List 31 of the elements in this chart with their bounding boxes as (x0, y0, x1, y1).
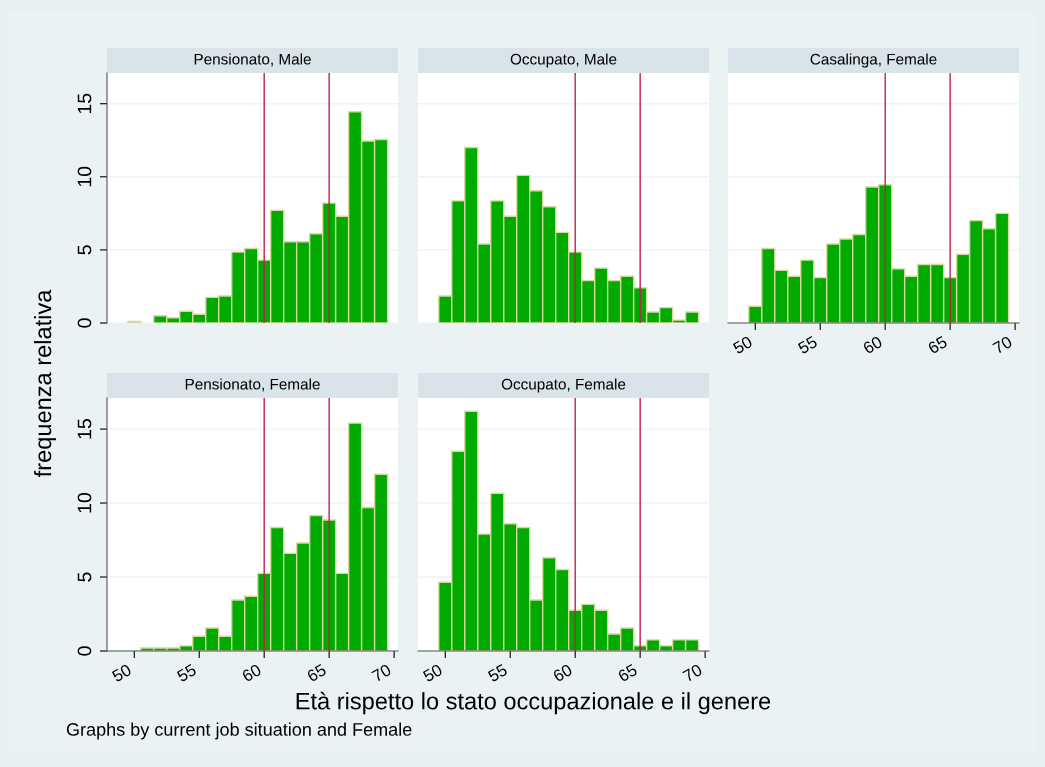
y-tick-label: 15 (77, 419, 92, 439)
y-tick-label: 5 (77, 572, 92, 582)
x-tick-label: 65 (306, 663, 327, 683)
y-axis-title: frequenza relativa (34, 289, 56, 477)
x-tick-label: 50 (732, 335, 754, 355)
chart-title: Pensionato, Male (194, 53, 311, 67)
text: Graphs by current job situation and Female (66, 722, 412, 740)
x-tick-label: 70 (992, 335, 1013, 355)
x-tick-label: 50 (422, 663, 444, 683)
x-axis-title: Età rispetto lo stato occupazionale e il genere (296, 691, 771, 715)
x-tick-label: 65 (927, 335, 948, 355)
x-tick-label: 70 (371, 663, 392, 683)
y-tick-label: 10 (77, 492, 92, 513)
x-tick-label: 70 (682, 663, 703, 683)
x-tick-label: 55 (487, 663, 508, 683)
x-tick-label: 60 (241, 663, 262, 683)
y-tick-label: 0 (77, 646, 92, 656)
chart-title: Occupato, Female (501, 378, 626, 393)
x-tick-label: 60 (862, 335, 883, 355)
y-tick-label: 5 (77, 245, 92, 255)
chart-title: Pensionato, Female (185, 378, 320, 392)
x-tick-label: 65 (617, 663, 638, 683)
x-tick-label: 55 (176, 663, 197, 683)
x-tick-label: 50 (111, 663, 133, 683)
chart-title: Casalinga, Female (810, 53, 937, 68)
x-tick-label: 55 (797, 335, 818, 355)
x-tick-label: 60 (552, 663, 573, 683)
y-tick-label: 15 (77, 93, 92, 114)
y-tick-label: 0 (77, 318, 92, 328)
y-tick-label: 10 (77, 166, 92, 187)
chart-title: Occupato, Male (510, 53, 617, 68)
